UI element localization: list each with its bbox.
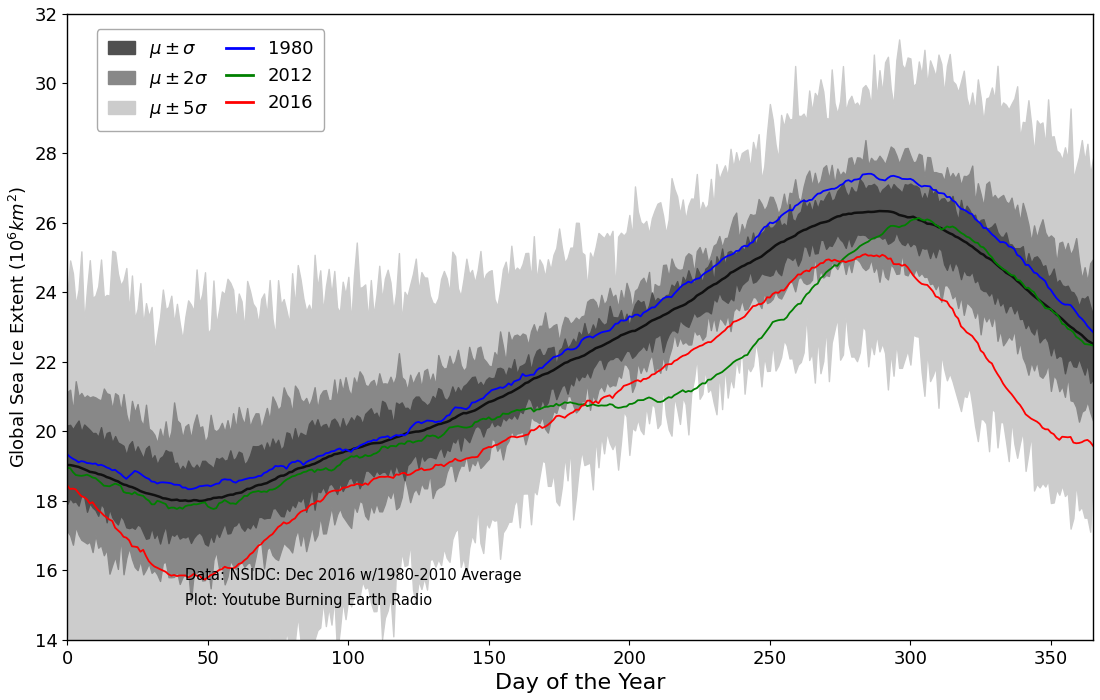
Y-axis label: Global Sea Ice Extent ($10^{6}km^{2}$): Global Sea Ice Extent ($10^{6}km^{2}$) — [7, 186, 29, 468]
Text: Data: NSIDC: Dec 2016 w/1980-2010 Average: Data: NSIDC: Dec 2016 w/1980-2010 Averag… — [185, 568, 521, 583]
X-axis label: Day of the Year: Day of the Year — [495, 673, 666, 693]
Legend: $\mu \pm \sigma$, $\mu \pm 2\sigma$, $\mu \pm 5\sigma$, 1980, 2012, 2016: $\mu \pm \sigma$, $\mu \pm 2\sigma$, $\m… — [97, 29, 324, 131]
Text: Plot: Youtube Burning Earth Radio: Plot: Youtube Burning Earth Radio — [185, 593, 432, 608]
